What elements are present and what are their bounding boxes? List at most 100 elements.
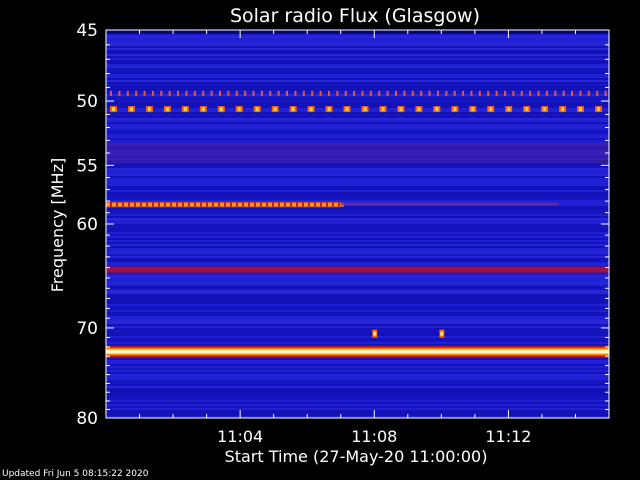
emission-spot-core [373,331,377,336]
noise-row [106,112,609,114]
noise-row [106,88,609,90]
noise-row [106,72,609,74]
noise-row [106,376,609,378]
noise-row [106,70,609,72]
pulse-core [453,107,457,112]
noise-row [106,90,609,92]
noise-row [106,100,609,102]
noise-row [106,50,609,52]
top-edge-shade [106,30,609,34]
pulse-tick [478,90,481,96]
noise-row [106,188,609,190]
noise-row [106,40,609,42]
noise-row [106,324,609,326]
noise-row [106,222,609,224]
noise-row [106,338,609,340]
noise-row [106,344,609,346]
pulse-tick [218,90,221,96]
noise-row [106,58,609,60]
band-segment [148,202,152,207]
noise-row [106,340,609,342]
noise-row [106,322,609,324]
band-segment [190,202,194,207]
noise-row [106,232,609,234]
pulse-core [345,107,349,112]
noise-row [106,124,609,126]
noise-row [106,408,609,410]
noise-row [106,304,609,306]
pulse-tick [529,90,532,96]
noise-row [106,162,609,164]
noise-row [106,98,609,100]
noise-row [106,106,609,108]
noise-row [106,328,609,330]
noise-row [106,114,609,116]
noise-row [106,234,609,236]
pulse-tick [436,90,439,96]
band-segment [130,202,134,207]
noise-row [106,194,609,196]
band-segment [208,202,212,207]
pulse-tick [286,90,289,96]
noise-row [106,288,609,290]
pulse-tick [185,90,188,96]
pulse-tick [562,90,565,96]
pulse-tick [110,90,112,96]
noise-row [106,206,609,208]
pulse-core [471,107,475,112]
pulse-tick [294,90,297,96]
band-segment [202,202,206,207]
pulse-tick [520,90,523,96]
noise-row [106,120,609,122]
pulse-tick [177,90,180,96]
band-segment [268,202,272,207]
noise-row [106,74,609,76]
noise-row [106,164,609,166]
band-segment [232,202,236,207]
noise-row [106,192,609,194]
pulse-tick [244,90,247,96]
noise-row [106,358,609,360]
noise-row [106,64,609,66]
noise-row [106,102,609,104]
noise-row [106,170,609,172]
pulse-core [129,107,133,112]
plot-area [106,30,609,418]
band-segment [328,202,332,207]
noise-row [106,380,609,382]
noise-row [106,274,609,276]
pulse-tick [168,90,171,96]
noise-row [106,410,609,412]
band-segment [226,202,230,207]
pulse-core [165,107,169,112]
pulse-tick [545,90,548,96]
noise-row [106,76,609,78]
pulse-core [417,107,421,112]
noise-row [106,298,609,300]
noise-row [106,92,609,94]
noise-row [106,86,609,88]
band-core [106,349,609,354]
band-segment [172,202,176,207]
band-segment [136,202,140,207]
pulse-core [147,107,151,112]
noise-row [106,246,609,248]
noise-row [106,80,609,82]
pulse-core [219,107,223,112]
noise-row [106,198,609,200]
noise-row [106,140,609,142]
pulse-tick [470,90,473,96]
noise-row [106,314,609,316]
band-segment [274,202,278,207]
noise-row [106,134,609,136]
noise-row [106,54,609,56]
band-segment [184,202,188,207]
noise-row [106,224,609,226]
band-segment [292,202,296,207]
pulse-core [201,107,205,112]
noise-row [106,216,609,218]
noise-row [106,68,609,70]
noise-row [106,296,609,298]
noise-row [106,66,609,68]
